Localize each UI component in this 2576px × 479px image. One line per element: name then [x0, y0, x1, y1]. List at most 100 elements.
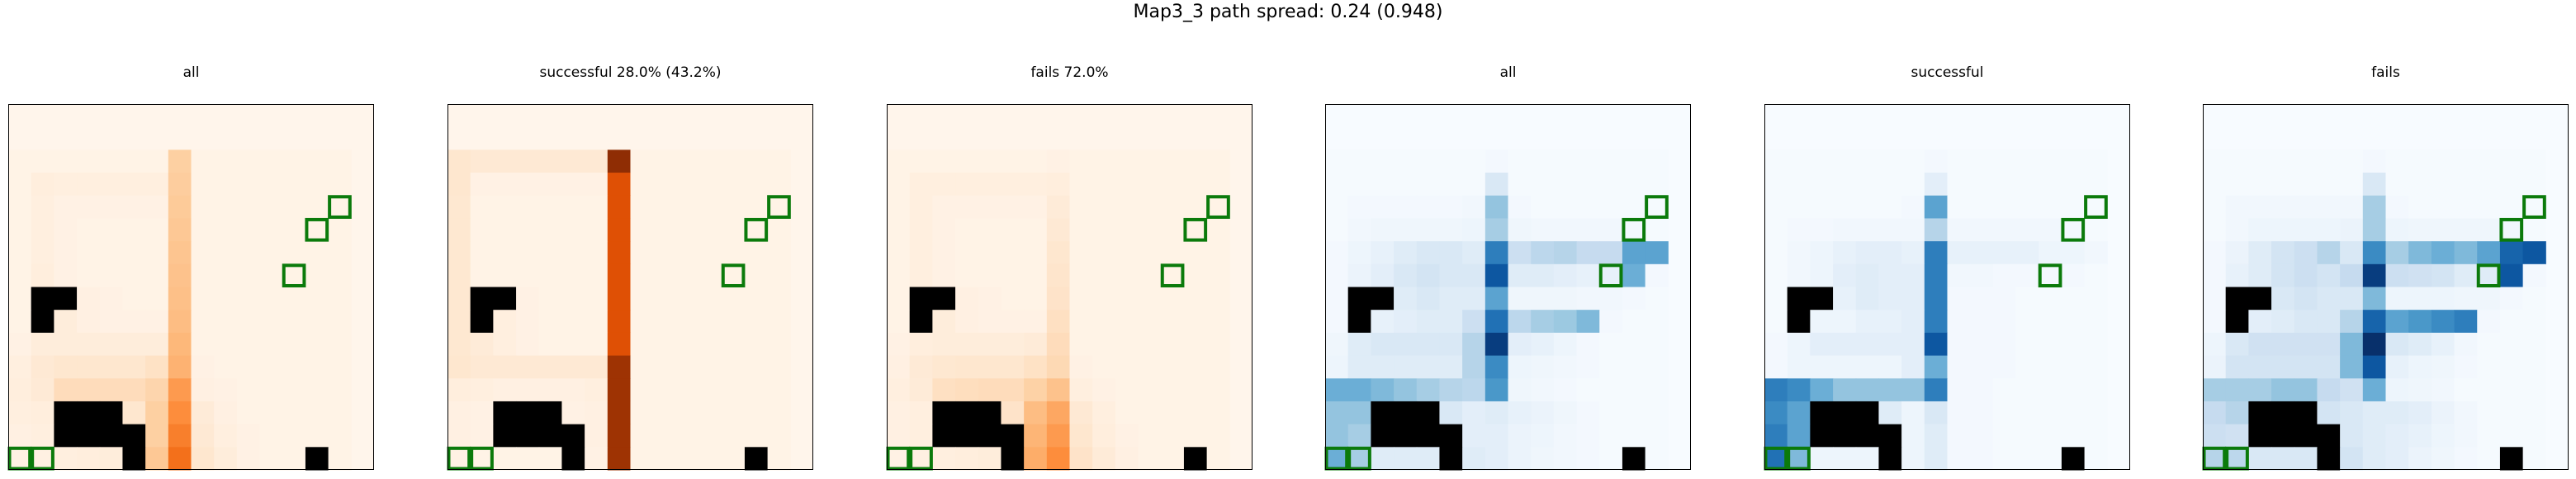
heatmap-cell: [767, 241, 791, 265]
heatmap-cell: [1622, 424, 1646, 448]
goal-cell-marker: [305, 217, 329, 242]
heatmap-cell: [493, 447, 517, 471]
heatmap-cell: [1508, 447, 1532, 471]
heatmap-cell: [1508, 310, 1532, 334]
wall-cell: [493, 424, 517, 448]
heatmap-cell: [1764, 287, 1788, 311]
heatmap-cell: [2203, 355, 2227, 379]
heatmap-cell: [1764, 310, 1788, 334]
heatmap-cell: [909, 332, 933, 357]
heatmap-cell: [77, 173, 101, 197]
heatmap-cell: [1833, 241, 1857, 265]
wall-cell: [516, 401, 540, 425]
heatmap-cell: [1485, 195, 1508, 219]
heatmap-cell: [978, 310, 1002, 334]
heatmap-cell: [2015, 447, 2039, 471]
heatmap-cell: [1970, 263, 1994, 287]
heatmap-cell: [1531, 424, 1555, 448]
heatmap-cell: [8, 424, 32, 448]
heatmap-cell: [2039, 355, 2062, 379]
heatmap-cell: [1439, 378, 1463, 402]
heatmap-cell: [2362, 263, 2386, 287]
heatmap-cell: [653, 447, 677, 471]
wall-cell: [122, 424, 146, 448]
heatmap-cell: [722, 447, 746, 471]
heatmap-cell: [1645, 149, 1669, 173]
heatmap-cell: [1416, 195, 1440, 219]
wall-cell: [1833, 401, 1857, 425]
heatmap-cell: [2317, 332, 2341, 357]
heatmap-cell: [2499, 241, 2524, 265]
heatmap-cell: [2317, 195, 2341, 219]
heatmap-cell: [1485, 218, 1508, 242]
heatmap-cell: [1024, 355, 1048, 379]
heatmap-cell: [932, 447, 956, 471]
heatmap-cell: [2061, 149, 2086, 173]
heatmap-cell: [1069, 173, 1093, 197]
heatmap-cell: [8, 218, 32, 242]
heatmap-cell: [2385, 310, 2409, 334]
heatmap-cell: [1787, 263, 1811, 287]
heatmap-cell: [561, 378, 585, 402]
heatmap-cell: [1855, 173, 1879, 197]
heatmap-cell: [2499, 378, 2524, 402]
heatmap-cell: [2522, 173, 2546, 197]
heatmap-cell: [2015, 263, 2039, 287]
heatmap-cell: [1810, 332, 1834, 357]
heatmap-cell: [607, 287, 631, 311]
heatmap-cell: [1901, 378, 1925, 402]
heatmap-cell: [2039, 424, 2062, 448]
heatmap-cell: [1092, 401, 1116, 425]
heatmap-cell: [1833, 355, 1857, 379]
heatmap-cell: [607, 149, 631, 173]
heatmap-cell: [1833, 263, 1857, 287]
heatmap-cell: [2039, 378, 2062, 402]
heatmap-cell: [1622, 401, 1646, 425]
heatmap-cell: [2271, 310, 2295, 334]
heatmap-cell: [77, 241, 101, 265]
heatmap-cell: [698, 218, 722, 242]
heatmap-cell: [191, 355, 215, 379]
heatmap-cell: [328, 173, 352, 197]
heatmap-cell: [955, 287, 979, 311]
heatmap-cell: [1531, 173, 1555, 197]
heatmap-cell: [191, 263, 215, 287]
heatmap-cell: [54, 195, 78, 219]
heatmap-cell: [145, 195, 169, 219]
heatmap-cell: [955, 263, 979, 287]
heatmap-cell: [767, 378, 791, 402]
heatmap-cell: [31, 149, 54, 173]
wall-cell: [1810, 424, 1834, 448]
heatmap-cell: [1394, 310, 1418, 334]
heatmap-cell: [191, 173, 215, 197]
heatmap-cell: [2203, 378, 2227, 402]
heatmap-cell: [1394, 218, 1418, 242]
heatmap-cell: [2271, 263, 2295, 287]
heatmap-cell: [744, 218, 769, 242]
heatmap-cell: [1138, 378, 1162, 402]
heatmap-cell: [1046, 355, 1070, 379]
heatmap-cell: [675, 149, 700, 173]
heatmap-cell: [2015, 355, 2039, 379]
heatmap-cell: [447, 173, 471, 197]
heatmap-cell: [1115, 218, 1139, 242]
heatmap-cell: [538, 310, 562, 334]
heatmap-cell: [1462, 218, 1486, 242]
heatmap-cell: [932, 263, 956, 287]
heatmap-cell: [2385, 195, 2409, 219]
heatmap-cell: [2454, 447, 2478, 471]
heatmap-cell: [1394, 378, 1418, 402]
heatmap-cell: [1024, 310, 1048, 334]
heatmap-cell: [145, 378, 169, 402]
heatmap-cell: [8, 173, 32, 197]
heatmap-cell: [2294, 287, 2318, 311]
heatmap-cell: [653, 241, 677, 265]
heatmap-cell: [767, 310, 791, 334]
heatmap-cell: [607, 195, 631, 219]
heatmap-cell: [1115, 424, 1139, 448]
heatmap-cell: [2248, 378, 2272, 402]
heatmap-cell: [2084, 241, 2108, 265]
heatmap-plot: [1324, 104, 1691, 471]
wall-cell: [2225, 287, 2249, 311]
heatmap-cell: [1161, 218, 1185, 242]
